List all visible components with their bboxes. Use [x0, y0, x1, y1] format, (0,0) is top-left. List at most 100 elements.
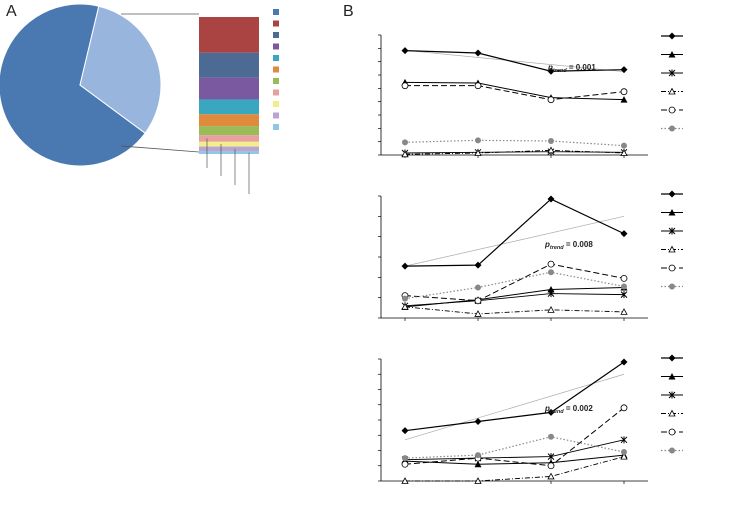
legend-swatch-d	[273, 124, 279, 130]
legend-marker-a-ger	[668, 264, 676, 272]
series-line-a-non-ger	[404, 271, 625, 300]
p-trend-annotation: ptrend = 0.008	[544, 240, 593, 251]
bar-segment-crf02-ag	[199, 52, 259, 78]
series-line-b-msm	[404, 81, 625, 101]
data-point-c-total	[474, 418, 482, 426]
series-line-c-non-ger	[404, 436, 625, 459]
legend-marker-b-non-ger	[669, 125, 675, 132]
data-point-c-ger	[401, 460, 409, 468]
p-trend-annotation: ptrend = 0.002	[544, 404, 593, 415]
data-point-b-pwid	[620, 149, 628, 156]
bar-segment-crf06-cpx	[199, 141, 259, 147]
panel-label-b: B	[343, 3, 354, 20]
legend-marker-b-ger	[668, 106, 676, 114]
data-point-b-pwid	[547, 146, 555, 154]
data-point-b-total	[474, 49, 482, 57]
data-point-a-non-ger	[621, 283, 627, 290]
legend-marker-c-non-ger	[669, 447, 675, 454]
data-point-a-ger	[474, 297, 482, 305]
legend-swatch-urf	[273, 112, 279, 119]
legend-marker-c-total	[668, 354, 676, 362]
series-line-c-pwid	[405, 456, 625, 482]
legend-marker-b-total	[668, 32, 676, 40]
data-point-a-total	[620, 230, 628, 238]
subtype-legend	[273, 9, 279, 130]
data-point-b-ger	[474, 82, 482, 90]
stacked-bar-chart	[199, 17, 259, 194]
legend-marker-a-het	[668, 227, 676, 235]
trend-line	[404, 373, 625, 441]
legend-swatch-crf02-ag	[273, 32, 279, 38]
series-line-a-total	[404, 198, 625, 267]
data-point-a-pwid	[474, 310, 482, 317]
data-point-b-total	[547, 67, 555, 75]
data-point-c-pwid	[620, 452, 628, 460]
p-trend-annotation: ptrend = 0.001	[547, 63, 596, 74]
series-line-b-pwid	[404, 149, 625, 155]
pie-chart	[0, 3, 200, 167]
data-point-b-ger	[620, 88, 628, 96]
bar-segment-urf	[199, 146, 259, 152]
data-point-a-non-ger	[402, 295, 408, 302]
data-point-c-ger	[620, 404, 628, 412]
data-point-a-non-ger	[548, 269, 554, 276]
data-point-c-non-ger	[475, 452, 481, 459]
data-point-c-ger	[547, 462, 555, 470]
legend-marker-c-ger	[668, 428, 676, 436]
legend-swatch-f	[273, 78, 279, 84]
data-point-b-non-ger	[475, 137, 481, 144]
data-point-c-total	[401, 427, 409, 435]
data-point-a-total	[547, 195, 555, 203]
p-trend-subscript: trend	[553, 68, 567, 74]
series-line-b-total	[404, 50, 625, 72]
data-point-b-pwid	[474, 149, 482, 156]
legend-swatch-crf01-ae	[273, 66, 279, 73]
data-point-a-het	[547, 290, 555, 298]
pie-slice-non-b-subtypes	[79, 5, 162, 134]
legend-swatch-a	[273, 20, 279, 27]
data-point-a-total	[401, 262, 409, 270]
trend-line	[404, 49, 625, 73]
data-point-b-total	[620, 66, 628, 74]
legend-swatch-g	[273, 89, 279, 96]
p-trend-symbol: p	[544, 404, 550, 413]
series-line-a-het	[404, 293, 625, 307]
data-point-b-msm	[620, 96, 628, 103]
series-line-b-non-ger	[404, 139, 625, 147]
legend-marker-a-non-ger	[669, 283, 675, 290]
data-point-c-non-ger	[548, 433, 554, 440]
data-point-c-total	[620, 358, 628, 366]
data-point-c-het	[547, 453, 555, 461]
trend-line	[404, 215, 625, 267]
data-point-c-non-ger	[402, 455, 408, 462]
data-point-b-non-ger	[548, 138, 554, 144]
legend-marker-a-msm	[668, 209, 676, 216]
data-point-a-total	[474, 261, 482, 269]
data-point-c-pwid	[547, 472, 555, 480]
pie-slice-subtype-b	[0, 3, 146, 167]
bar-segment-others	[199, 99, 259, 115]
data-point-c-pwid	[474, 477, 482, 484]
data-point-c-het	[620, 436, 628, 444]
data-point-a-ger	[547, 260, 555, 268]
series-line-a-pwid	[404, 306, 625, 315]
legend-marker-b-pwid	[668, 87, 676, 95]
data-point-b-non-ger	[402, 139, 408, 146]
series-line-b-ger	[405, 85, 625, 101]
series-line-c-total	[404, 361, 625, 432]
bar-segment-a	[199, 17, 259, 53]
bar-segment-crf01-ae	[199, 114, 259, 127]
series-line-c-het	[404, 439, 625, 461]
panel-label-a: A	[6, 3, 17, 20]
connector-line-bottom	[120, 145, 200, 153]
p-trend-symbol: p	[544, 240, 550, 249]
legend-marker-a-total	[668, 190, 676, 198]
data-point-a-ger	[620, 274, 628, 282]
bar-segment-d	[199, 151, 259, 154]
data-point-a-pwid	[401, 302, 409, 310]
p-trend-value: = 0.001	[567, 63, 597, 72]
data-point-c-non-ger	[621, 449, 627, 456]
legend-swatch-c	[273, 43, 279, 50]
p-trend-value: = 0.008	[564, 240, 594, 249]
